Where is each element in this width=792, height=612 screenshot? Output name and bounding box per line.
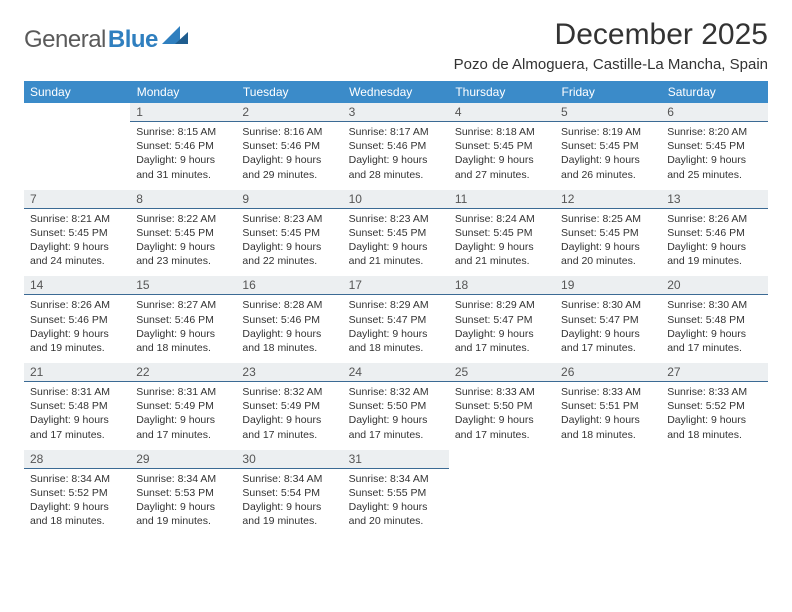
day-content-row: Sunrise: 8:26 AMSunset: 5:46 PMDaylight:… [24,295,768,363]
day-content-cell: Sunrise: 8:22 AMSunset: 5:45 PMDaylight:… [130,208,236,276]
day-content-cell: Sunrise: 8:29 AMSunset: 5:47 PMDaylight:… [449,295,555,363]
day-content-cell: Sunrise: 8:18 AMSunset: 5:45 PMDaylight:… [449,122,555,190]
day-content-cell: Sunrise: 8:26 AMSunset: 5:46 PMDaylight:… [24,295,130,363]
day-content-cell: Sunrise: 8:15 AMSunset: 5:46 PMDaylight:… [130,122,236,190]
day-content-row: Sunrise: 8:21 AMSunset: 5:45 PMDaylight:… [24,208,768,276]
day-content-cell: Sunrise: 8:26 AMSunset: 5:46 PMDaylight:… [661,208,767,276]
day-content-cell: Sunrise: 8:17 AMSunset: 5:46 PMDaylight:… [343,122,449,190]
day-number-cell: 10 [343,190,449,209]
day-number-cell: 18 [449,276,555,295]
day-content-row: Sunrise: 8:31 AMSunset: 5:48 PMDaylight:… [24,382,768,450]
day-number-cell: 2 [236,103,342,122]
day-number-row: 21222324252627 [24,363,768,382]
day-content-cell: Sunrise: 8:33 AMSunset: 5:52 PMDaylight:… [661,382,767,450]
day-number-cell: 30 [236,450,342,469]
day-content-cell: Sunrise: 8:34 AMSunset: 5:52 PMDaylight:… [24,468,130,536]
day-number-cell: 22 [130,363,236,382]
day-content-cell: Sunrise: 8:30 AMSunset: 5:47 PMDaylight:… [555,295,661,363]
day-number-cell: 19 [555,276,661,295]
day-content-cell [449,468,555,536]
weekday-header: Wednesday [343,81,449,103]
day-number-cell [661,450,767,469]
logo-text-blue: Blue [108,26,158,54]
day-content-cell: Sunrise: 8:27 AMSunset: 5:46 PMDaylight:… [130,295,236,363]
day-content-cell: Sunrise: 8:33 AMSunset: 5:51 PMDaylight:… [555,382,661,450]
day-number-row: 28293031 [24,450,768,469]
day-number-cell: 11 [449,190,555,209]
day-number-cell: 14 [24,276,130,295]
day-content-cell: Sunrise: 8:34 AMSunset: 5:54 PMDaylight:… [236,468,342,536]
day-content-cell: Sunrise: 8:30 AMSunset: 5:48 PMDaylight:… [661,295,767,363]
logo-text-gray: General [24,26,106,54]
day-content-cell: Sunrise: 8:20 AMSunset: 5:45 PMDaylight:… [661,122,767,190]
day-content-cell: Sunrise: 8:23 AMSunset: 5:45 PMDaylight:… [236,208,342,276]
day-content-cell: Sunrise: 8:28 AMSunset: 5:46 PMDaylight:… [236,295,342,363]
day-number-cell: 28 [24,450,130,469]
day-number-cell: 12 [555,190,661,209]
weekday-header: Monday [130,81,236,103]
day-content-cell: Sunrise: 8:32 AMSunset: 5:50 PMDaylight:… [343,382,449,450]
day-number-cell: 29 [130,450,236,469]
day-content-cell: Sunrise: 8:33 AMSunset: 5:50 PMDaylight:… [449,382,555,450]
logo-triangle-icon [162,26,188,49]
day-content-cell [555,468,661,536]
weekday-header: Sunday [24,81,130,103]
day-content-cell: Sunrise: 8:34 AMSunset: 5:55 PMDaylight:… [343,468,449,536]
day-content-cell [24,122,130,190]
day-number-row: 123456 [24,103,768,122]
day-number-cell [449,450,555,469]
day-content-cell [661,468,767,536]
day-content-cell: Sunrise: 8:34 AMSunset: 5:53 PMDaylight:… [130,468,236,536]
day-content-row: Sunrise: 8:15 AMSunset: 5:46 PMDaylight:… [24,122,768,190]
day-number-cell: 16 [236,276,342,295]
day-number-cell: 26 [555,363,661,382]
weekday-header: Friday [555,81,661,103]
day-content-cell: Sunrise: 8:16 AMSunset: 5:46 PMDaylight:… [236,122,342,190]
day-content-cell: Sunrise: 8:25 AMSunset: 5:45 PMDaylight:… [555,208,661,276]
day-number-cell: 20 [661,276,767,295]
weekday-header: Tuesday [236,81,342,103]
day-number-cell: 31 [343,450,449,469]
calendar-header: SundayMondayTuesdayWednesdayThursdayFrid… [24,81,768,103]
day-number-cell: 25 [449,363,555,382]
location: Pozo de Almoguera, Castille-La Mancha, S… [454,56,768,73]
day-number-cell: 8 [130,190,236,209]
day-number-cell: 27 [661,363,767,382]
day-number-cell: 23 [236,363,342,382]
day-content-cell: Sunrise: 8:31 AMSunset: 5:49 PMDaylight:… [130,382,236,450]
weekday-header: Thursday [449,81,555,103]
day-content-cell: Sunrise: 8:29 AMSunset: 5:47 PMDaylight:… [343,295,449,363]
day-content-row: Sunrise: 8:34 AMSunset: 5:52 PMDaylight:… [24,468,768,536]
day-content-cell: Sunrise: 8:24 AMSunset: 5:45 PMDaylight:… [449,208,555,276]
day-number-cell: 15 [130,276,236,295]
weekday-header: Saturday [661,81,767,103]
day-number-cell [24,103,130,122]
day-number-cell: 21 [24,363,130,382]
day-number-cell: 13 [661,190,767,209]
day-number-cell: 17 [343,276,449,295]
calendar-table: SundayMondayTuesdayWednesdayThursdayFrid… [24,81,768,536]
calendar-body: 123456Sunrise: 8:15 AMSunset: 5:46 PMDay… [24,103,768,536]
day-number-cell: 1 [130,103,236,122]
day-number-cell: 7 [24,190,130,209]
header: GeneralBlue December 2025 Pozo de Almogu… [24,18,768,73]
day-number-cell: 6 [661,103,767,122]
day-number-cell: 24 [343,363,449,382]
day-content-cell: Sunrise: 8:21 AMSunset: 5:45 PMDaylight:… [24,208,130,276]
day-number-cell: 5 [555,103,661,122]
logo: GeneralBlue [24,18,188,54]
day-number-row: 14151617181920 [24,276,768,295]
title-block: December 2025 Pozo de Almoguera, Castill… [454,18,768,73]
month-title: December 2025 [454,18,768,52]
day-number-cell: 9 [236,190,342,209]
day-content-cell: Sunrise: 8:31 AMSunset: 5:48 PMDaylight:… [24,382,130,450]
day-number-cell: 3 [343,103,449,122]
day-content-cell: Sunrise: 8:32 AMSunset: 5:49 PMDaylight:… [236,382,342,450]
day-number-cell: 4 [449,103,555,122]
day-content-cell: Sunrise: 8:19 AMSunset: 5:45 PMDaylight:… [555,122,661,190]
day-content-cell: Sunrise: 8:23 AMSunset: 5:45 PMDaylight:… [343,208,449,276]
day-number-row: 78910111213 [24,190,768,209]
day-number-cell [555,450,661,469]
